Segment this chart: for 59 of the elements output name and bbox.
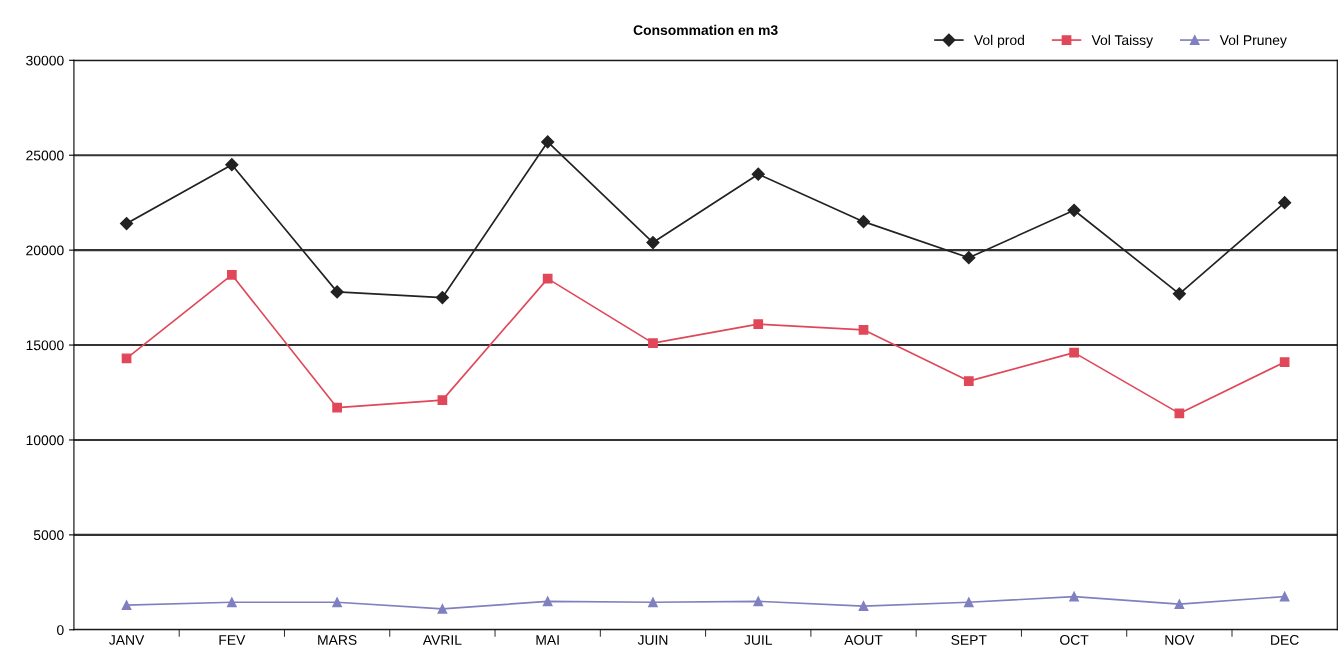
point xyxy=(648,597,658,608)
point xyxy=(435,291,449,305)
point xyxy=(437,395,448,405)
point xyxy=(751,167,765,181)
point xyxy=(858,601,869,611)
point xyxy=(1174,599,1185,610)
point xyxy=(963,376,974,386)
legend-label: Vol Taissy xyxy=(1091,34,1154,48)
legend-label: Vol Pruney xyxy=(1219,34,1287,48)
point xyxy=(226,597,237,608)
point xyxy=(856,215,871,229)
point xyxy=(858,325,869,335)
point xyxy=(121,600,132,610)
x-tick-label: JANV xyxy=(109,635,145,645)
point xyxy=(1172,287,1186,301)
point xyxy=(437,604,448,614)
x-tick-label: JUIN xyxy=(637,635,668,645)
point xyxy=(1279,357,1290,367)
y-tick-label: 15000 xyxy=(26,340,64,351)
point xyxy=(1174,408,1185,419)
point xyxy=(330,285,344,299)
x-tick-label: NOV xyxy=(1165,635,1195,645)
x-tick-label: SEPT xyxy=(951,635,987,645)
point xyxy=(753,319,764,330)
x-tick-label: FEV xyxy=(219,635,246,645)
point xyxy=(1069,591,1079,602)
point xyxy=(646,235,660,250)
x-tick-label: DEC xyxy=(1271,635,1299,645)
x-tick-label: AOUT xyxy=(844,635,883,645)
point xyxy=(226,269,237,280)
point xyxy=(1069,347,1079,358)
point xyxy=(1278,196,1292,210)
point xyxy=(225,158,239,172)
legend-label: Vol prod xyxy=(973,34,1024,48)
chart-title: Consommation en m3 xyxy=(633,24,778,36)
point xyxy=(332,597,342,608)
point xyxy=(1067,203,1081,217)
y-tick-label: 10000 xyxy=(26,435,64,446)
point xyxy=(332,402,342,413)
x-tick-label: MAI xyxy=(536,635,559,645)
x-tick-label: MARS xyxy=(318,635,357,645)
point xyxy=(121,353,132,364)
point xyxy=(542,596,553,607)
point xyxy=(753,596,764,607)
point xyxy=(963,597,974,608)
point xyxy=(1279,591,1290,602)
x-tick-label: JUIL xyxy=(744,635,773,645)
y-tick-label: 25000 xyxy=(26,150,64,161)
point xyxy=(541,135,555,149)
y-tick-label: 30000 xyxy=(26,55,64,66)
x-tick-label: AVRIL xyxy=(422,635,462,645)
y-tick-label: 0 xyxy=(57,625,64,635)
y-tick-label: 5000 xyxy=(33,530,64,541)
point xyxy=(962,251,976,265)
point xyxy=(119,216,134,231)
y-tick-label: 20000 xyxy=(26,245,64,256)
point xyxy=(542,273,553,284)
point xyxy=(648,338,658,349)
x-tick-label: OCT xyxy=(1060,635,1089,645)
